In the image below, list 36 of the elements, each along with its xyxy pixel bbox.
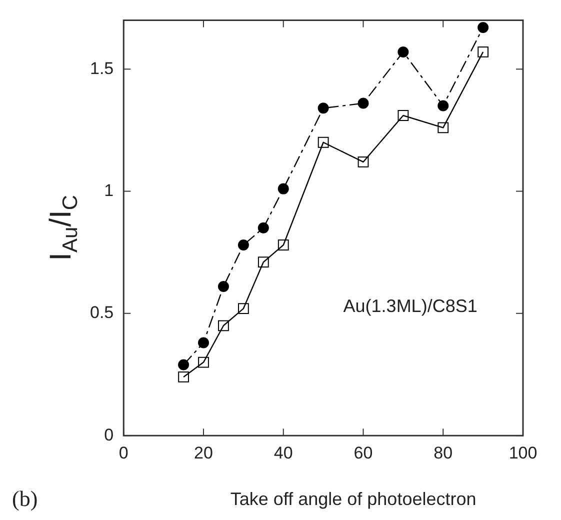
- point: [398, 110, 409, 121]
- x-tick-label: 80: [434, 443, 453, 462]
- point: [318, 136, 329, 148]
- point: [278, 240, 289, 250]
- point: [198, 337, 210, 348]
- point: [438, 122, 449, 134]
- point: [258, 256, 269, 268]
- point: [358, 98, 369, 109]
- y-tick-label: 0: [104, 425, 114, 444]
- point: [218, 281, 229, 292]
- x-tick-label: 60: [354, 443, 373, 462]
- point: [198, 356, 209, 368]
- x-tick-label: 100: [508, 443, 538, 462]
- x-tick-label: 40: [274, 443, 293, 462]
- point: [278, 183, 289, 194]
- point: [178, 359, 190, 370]
- point: [358, 156, 369, 168]
- y-tick-label: 1.5: [90, 58, 114, 78]
- y-axis-title: IAu/IC: [44, 194, 82, 261]
- point: [178, 372, 189, 382]
- y-tick-label: 0.5: [90, 303, 114, 322]
- point: [258, 222, 269, 234]
- point: [318, 102, 329, 114]
- annotation: Au(1.3ML)/C8S1: [343, 296, 478, 316]
- point: [238, 303, 249, 314]
- point: [398, 46, 409, 58]
- x-tick-label: 0: [118, 443, 128, 462]
- point: [478, 46, 489, 58]
- x-axis-title: Take off angle of photoelectron: [230, 488, 476, 509]
- point: [478, 22, 489, 34]
- y-tick-label: 1: [104, 180, 114, 200]
- point: [438, 100, 449, 112]
- point: [238, 240, 249, 251]
- text: (b): [12, 486, 38, 511]
- x-tick-label: 20: [194, 443, 213, 462]
- point: [218, 320, 229, 332]
